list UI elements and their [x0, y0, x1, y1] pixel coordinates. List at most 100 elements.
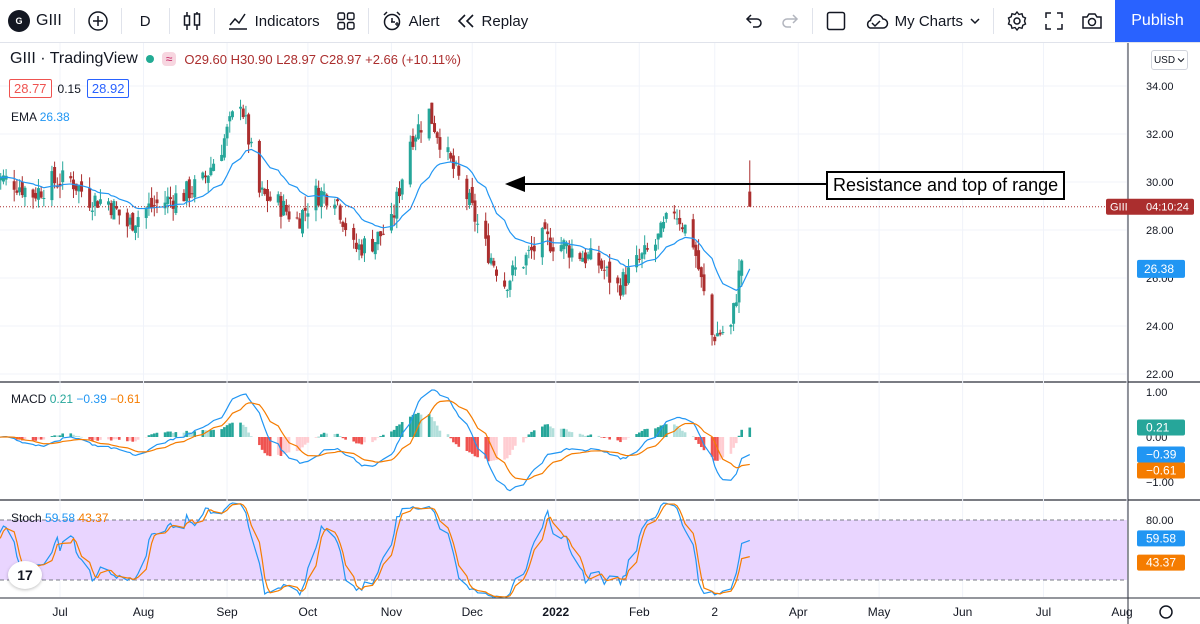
candle-body [168, 197, 172, 200]
last-price-tag [1106, 198, 1194, 215]
chart-canvas[interactable]: Jul Aug Sep Oct Nov Dec 2022 Feb 2 Apr May Jun Jul Au… [0, 42, 1200, 624]
ema-legend[interactable]: EMA 26.38 [11, 110, 70, 124]
tradingview-logo-icon[interactable]: 17 [8, 561, 42, 589]
candle-body [457, 165, 461, 176]
chart-type-button[interactable] [174, 0, 210, 42]
fullscreen-button[interactable] [1036, 0, 1072, 42]
macd-histogram-bar [643, 429, 646, 437]
price-axis-label: 34.00 [1146, 81, 1174, 93]
candle-body [408, 141, 412, 185]
bid-button[interactable]: 28.77 [9, 79, 52, 98]
macd-histogram-bar [551, 428, 555, 437]
macd-histogram-bar [433, 421, 436, 437]
candle-body [503, 280, 507, 287]
candle-body [115, 206, 119, 209]
macd-histogram-bar [31, 437, 35, 441]
macd-histogram-bar [287, 437, 291, 453]
macd-histogram-bar [390, 431, 393, 437]
candle-body [338, 205, 342, 220]
stoch-band-fill [0, 520, 1127, 580]
candle-body [699, 267, 703, 278]
candle-body [319, 190, 323, 208]
macd-histogram-bar [675, 425, 679, 437]
macd-histogram-bar [508, 437, 512, 456]
macd-histogram-bar [50, 436, 54, 437]
candle-body [190, 193, 194, 195]
chevron-down-icon [970, 18, 980, 25]
layouts-button[interactable] [328, 0, 364, 42]
interval-button[interactable]: D [126, 0, 165, 42]
macd-histogram-bar [37, 437, 40, 440]
macd-histogram-bar [578, 433, 582, 437]
macd-histogram-bar [395, 425, 399, 437]
ask-button[interactable]: 28.92 [86, 79, 130, 98]
macd-histogram-bar [638, 432, 641, 437]
candle-body [23, 187, 27, 198]
redo-button[interactable] [772, 0, 808, 42]
candle-body [133, 225, 137, 233]
currency-select[interactable]: USD [1151, 50, 1188, 70]
macd-histogram-bar [546, 424, 549, 437]
candle-body [532, 245, 536, 252]
ema-name: EMA [11, 110, 37, 124]
publish-button[interactable]: Publish [1115, 0, 1200, 42]
candle-body [449, 153, 453, 159]
candle-body [174, 193, 178, 214]
symbol-search[interactable]: G GIII [0, 0, 70, 42]
candle-body [470, 186, 474, 203]
candle-body [325, 194, 329, 206]
candle-body [694, 244, 698, 256]
ema-price-tag-text: 26.38 [1144, 262, 1174, 276]
replay-button[interactable]: Replay [448, 0, 537, 42]
macd-histogram-bar [231, 422, 234, 437]
undo-button[interactable] [736, 0, 772, 42]
macd-histogram-bar [713, 437, 717, 461]
macd-histogram-bar [627, 437, 630, 438]
settings-button[interactable] [998, 0, 1036, 42]
time-axis-label: May [868, 605, 891, 619]
macd-histogram-bar [589, 434, 593, 437]
macd-histogram-bar [379, 436, 382, 437]
fullscreen-layout-button[interactable] [817, 0, 855, 42]
macd-histogram-bar [605, 437, 609, 438]
price-axis-label: 30.00 [1146, 177, 1174, 189]
macd-histogram-bar [549, 426, 552, 437]
candle-body [12, 181, 16, 190]
stoch-legend[interactable]: Stoch 59.58 43.37 [11, 511, 108, 525]
macd-histogram-bar [247, 432, 250, 437]
macd-histogram-bar [492, 437, 496, 461]
candle-body [228, 116, 232, 122]
candle-body [578, 253, 582, 259]
candle-body [710, 294, 714, 336]
candle-body [1, 175, 5, 182]
macd-histogram-bar [72, 434, 75, 437]
candle-body [527, 249, 531, 251]
candle-body [505, 290, 509, 292]
resistance-annotation[interactable]: Resistance and top of range [826, 171, 1066, 200]
candle-body [662, 221, 666, 229]
macd-histogram-bar [91, 437, 94, 442]
compare-button[interactable] [79, 0, 117, 42]
candle-body [362, 238, 366, 254]
gear-icon [1007, 10, 1027, 32]
candle-body [80, 181, 84, 192]
alert-button[interactable]: Alert [373, 0, 448, 42]
snapshot-button[interactable] [1072, 0, 1112, 42]
macd-histogram-bar [559, 428, 563, 437]
macd-histogram-bar [115, 437, 118, 440]
macd-histogram-bar [171, 432, 175, 437]
indicators-button[interactable]: Indicators [219, 0, 328, 42]
data-mode-icon: ≈ [161, 52, 177, 66]
macd-legend[interactable]: MACD 0.21 −0.39 −0.61 [11, 392, 140, 406]
macd-histogram-bar [258, 437, 261, 446]
resistance-arrow[interactable] [505, 176, 826, 192]
my-charts-button[interactable]: My Charts [855, 0, 989, 42]
time-axis-label: 2 [711, 605, 718, 619]
macd-histogram-bar [69, 433, 73, 437]
candle-body [155, 199, 159, 204]
candle-body [136, 217, 140, 228]
candle-body [147, 203, 151, 208]
candle-body [524, 254, 528, 266]
stoch-d-value: 43.37 [78, 511, 109, 525]
macd-histogram-bar [532, 430, 536, 437]
